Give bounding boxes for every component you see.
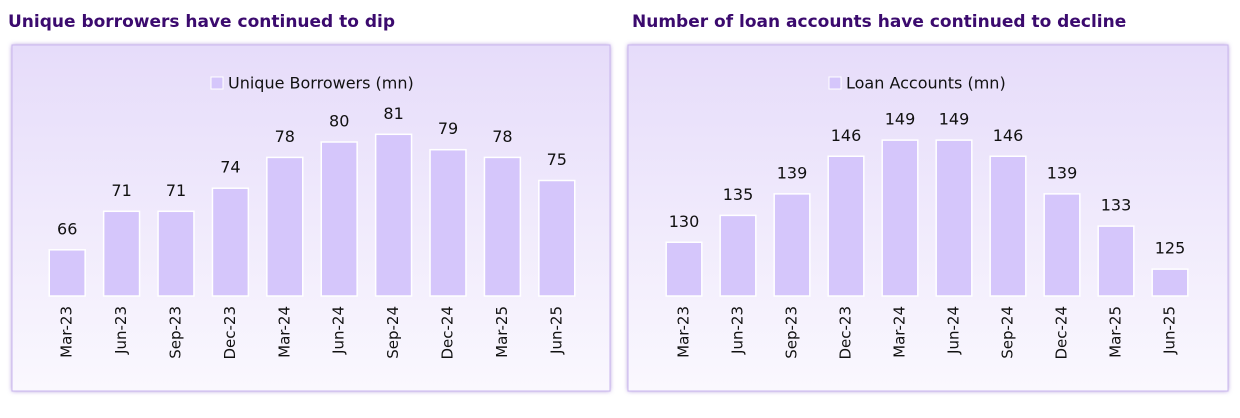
bar xyxy=(102,210,141,297)
x-tick-label: Jun-24 xyxy=(330,306,348,355)
bar xyxy=(320,141,358,297)
data-label: 71 xyxy=(166,181,186,200)
data-label: 133 xyxy=(1101,196,1132,215)
bar xyxy=(157,210,195,297)
panel xyxy=(627,44,1229,392)
bar xyxy=(483,156,522,297)
x-tick-label: Sep-23 xyxy=(783,306,801,359)
x-tick-label: Sep-23 xyxy=(167,306,185,359)
chart-title: Number of loan accounts have continued t… xyxy=(632,12,1126,32)
legend-swatch xyxy=(210,76,224,90)
bar xyxy=(1097,225,1135,297)
x-tick-label: Jun-24 xyxy=(945,306,963,355)
data-label: 78 xyxy=(492,127,512,146)
x-tick-label: Dec-24 xyxy=(439,306,457,360)
bar xyxy=(1043,193,1081,297)
data-label: 139 xyxy=(1047,163,1078,182)
bar xyxy=(719,214,757,297)
x-tick-label: Sep-24 xyxy=(999,306,1017,359)
bar xyxy=(773,193,811,297)
data-label: 149 xyxy=(885,110,916,129)
bar xyxy=(881,139,919,297)
data-label: 66 xyxy=(57,219,77,238)
data-label: 130 xyxy=(669,212,700,231)
bar xyxy=(1151,268,1189,297)
chart-title: Unique borrowers have continued to dip xyxy=(8,12,395,32)
data-label: 146 xyxy=(831,126,862,145)
data-label: 71 xyxy=(111,181,131,200)
x-tick-label: Jun-23 xyxy=(112,306,130,355)
bar xyxy=(211,187,250,297)
x-tick-label: Jun-23 xyxy=(729,306,747,355)
bar xyxy=(374,133,413,297)
data-label: 146 xyxy=(993,126,1024,145)
legend-label: Loan Accounts (mn) xyxy=(846,74,1006,93)
data-label: 135 xyxy=(723,185,754,204)
bar xyxy=(935,139,973,297)
x-tick-label: Mar-23 xyxy=(675,306,693,358)
bar xyxy=(665,241,703,297)
x-tick-label: Jun-25 xyxy=(547,306,565,355)
legend-swatch xyxy=(828,76,842,90)
data-label: 139 xyxy=(777,163,808,182)
x-tick-label: Sep-24 xyxy=(384,306,402,359)
x-tick-label: Mar-24 xyxy=(891,306,909,358)
data-label: 75 xyxy=(547,150,567,169)
x-tick-label: Mar-25 xyxy=(1107,306,1125,358)
data-label: 149 xyxy=(939,110,970,129)
x-tick-label: Dec-24 xyxy=(1053,306,1071,360)
bar xyxy=(429,148,467,297)
bar xyxy=(266,156,304,297)
data-label: 79 xyxy=(438,119,458,138)
legend-label: Unique Borrowers (mn) xyxy=(228,74,414,93)
x-tick-label: Mar-25 xyxy=(493,306,511,358)
data-label: 81 xyxy=(383,104,403,123)
bar xyxy=(538,179,576,297)
x-tick-label: Dec-23 xyxy=(837,306,855,360)
x-tick-label: Jun-25 xyxy=(1161,306,1179,355)
data-label: 78 xyxy=(275,127,295,146)
bar xyxy=(989,155,1027,297)
x-tick-label: Mar-23 xyxy=(58,306,76,358)
data-label: 74 xyxy=(220,158,240,177)
x-tick-label: Mar-24 xyxy=(275,306,293,358)
bar xyxy=(48,249,86,297)
x-tick-label: Dec-23 xyxy=(221,306,239,360)
bar xyxy=(827,155,865,297)
data-label: 125 xyxy=(1155,239,1186,258)
data-label: 80 xyxy=(329,112,349,131)
